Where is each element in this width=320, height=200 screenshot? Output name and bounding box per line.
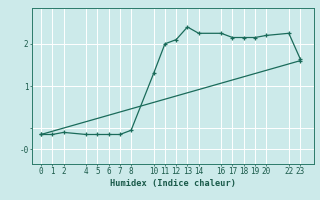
X-axis label: Humidex (Indice chaleur): Humidex (Indice chaleur) bbox=[110, 179, 236, 188]
